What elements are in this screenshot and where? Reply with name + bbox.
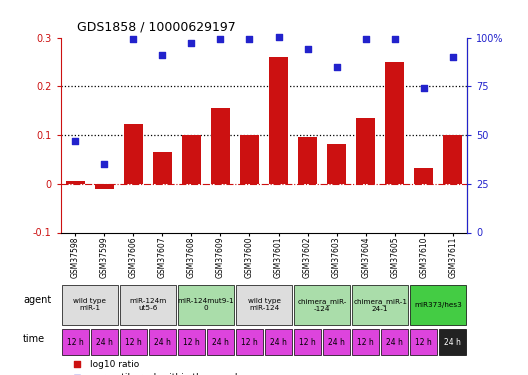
Bar [153,152,172,184]
Bar [352,329,379,355]
Point [72,361,81,367]
Bar [236,329,263,355]
Bar [414,168,433,184]
Text: 24 h: 24 h [212,338,229,346]
Text: 12 h: 12 h [357,338,374,346]
Bar [178,285,234,324]
Text: GDS1858 / 10000629197: GDS1858 / 10000629197 [77,21,235,34]
Bar [444,135,462,184]
Bar [62,329,89,355]
Point [420,85,428,91]
Bar [356,118,375,184]
Bar [120,329,147,355]
Text: wild type
miR-1: wild type miR-1 [73,298,106,311]
Bar [323,329,350,355]
Point [361,36,370,42]
Point [158,52,167,58]
Point [100,161,109,167]
Bar [182,135,201,184]
Text: 12 h: 12 h [241,338,258,346]
Bar [149,329,176,355]
Point [129,36,137,42]
Text: percentile rank within the sample: percentile rank within the sample [90,373,243,375]
Point [391,36,399,42]
Text: 12 h: 12 h [125,338,142,346]
Text: log10 ratio: log10 ratio [90,360,139,369]
Bar [91,329,118,355]
Point [275,34,283,40]
Point [303,46,312,52]
Point [216,36,225,42]
Bar [178,329,205,355]
Bar [62,285,118,324]
Bar [120,285,176,324]
Text: miR-124m
ut5-6: miR-124m ut5-6 [129,298,166,311]
Text: 24 h: 24 h [270,338,287,346]
Bar [381,329,408,355]
Text: wild type
miR-124: wild type miR-124 [248,298,280,311]
Bar [327,144,346,184]
Bar [269,57,288,184]
Text: miR373/hes3: miR373/hes3 [414,302,462,307]
Text: miR-124mut9-1
0: miR-124mut9-1 0 [177,298,234,311]
Bar [66,182,84,184]
Text: time: time [23,334,45,344]
Point [187,40,196,46]
Bar [211,108,230,184]
Text: chimera_miR-
-124: chimera_miR- -124 [297,298,347,312]
Bar [124,124,143,184]
Text: 12 h: 12 h [183,338,200,346]
Text: chimera_miR-1
24-1: chimera_miR-1 24-1 [353,298,407,312]
Text: 24 h: 24 h [328,338,345,346]
Bar [385,62,404,184]
Point [449,54,457,60]
Bar [265,329,292,355]
Bar [352,285,408,324]
Bar [410,329,437,355]
Bar [95,184,114,189]
Point [71,138,80,144]
Bar [294,285,350,324]
Bar [298,138,317,184]
Text: 24 h: 24 h [386,338,403,346]
Bar [294,329,321,355]
Bar [240,135,259,184]
Bar [410,285,466,324]
Bar [236,285,292,324]
Text: 24 h: 24 h [154,338,171,346]
Text: 12 h: 12 h [299,338,316,346]
Text: agent: agent [23,296,51,305]
Text: 12 h: 12 h [416,338,432,346]
Point [333,64,341,70]
Bar [439,329,466,355]
Text: 24 h: 24 h [96,338,112,346]
Bar [207,329,234,355]
Text: 24 h: 24 h [445,338,461,346]
Point [245,36,254,42]
Text: 12 h: 12 h [67,338,83,346]
